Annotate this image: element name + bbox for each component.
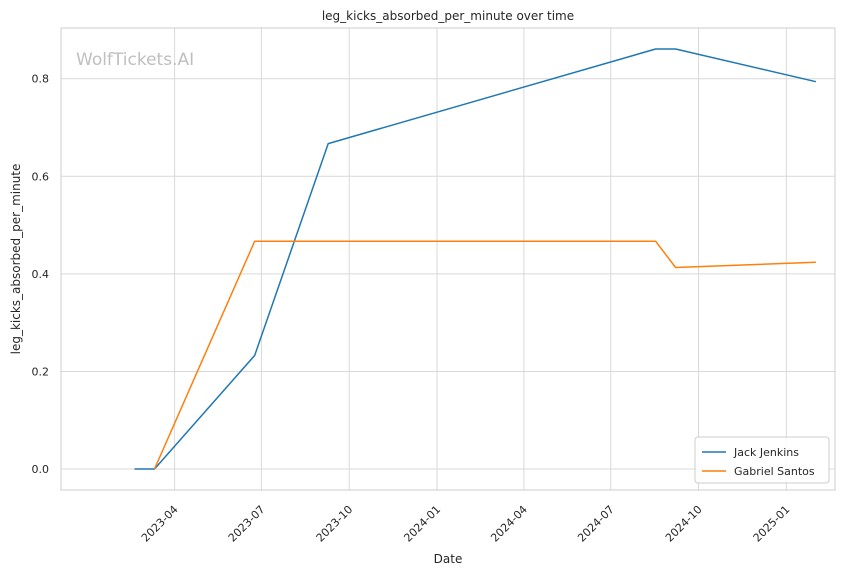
chart-title: leg_kicks_absorbed_per_minute over time [322, 9, 574, 23]
series-line-2 [153, 240, 816, 470]
grid [61, 28, 835, 490]
legend-box [694, 436, 830, 484]
y-axis-title: leg_kicks_absorbed_per_minute [9, 164, 23, 355]
y-tick-label: 0.0 [32, 463, 50, 476]
y-tick-label: 0.6 [32, 170, 50, 183]
y-tick-label: 0.8 [32, 73, 50, 86]
plot-area-border [60, 27, 836, 491]
watermark-text: WolfTickets.AI [76, 50, 194, 70]
y-tick-label: 0.2 [32, 365, 50, 378]
series-lines [134, 48, 817, 470]
y-tick-label: 0.4 [32, 268, 50, 281]
legend-label-2: Gabriel Santos [734, 465, 815, 478]
x-axis-title: Date [434, 552, 463, 566]
legend: Jack Jenkins Gabriel Santos [694, 436, 830, 484]
y-axis-ticks: 0.0 0.2 0.4 0.6 0.8 [32, 73, 50, 476]
legend-label-1: Jack Jenkins [733, 446, 799, 459]
